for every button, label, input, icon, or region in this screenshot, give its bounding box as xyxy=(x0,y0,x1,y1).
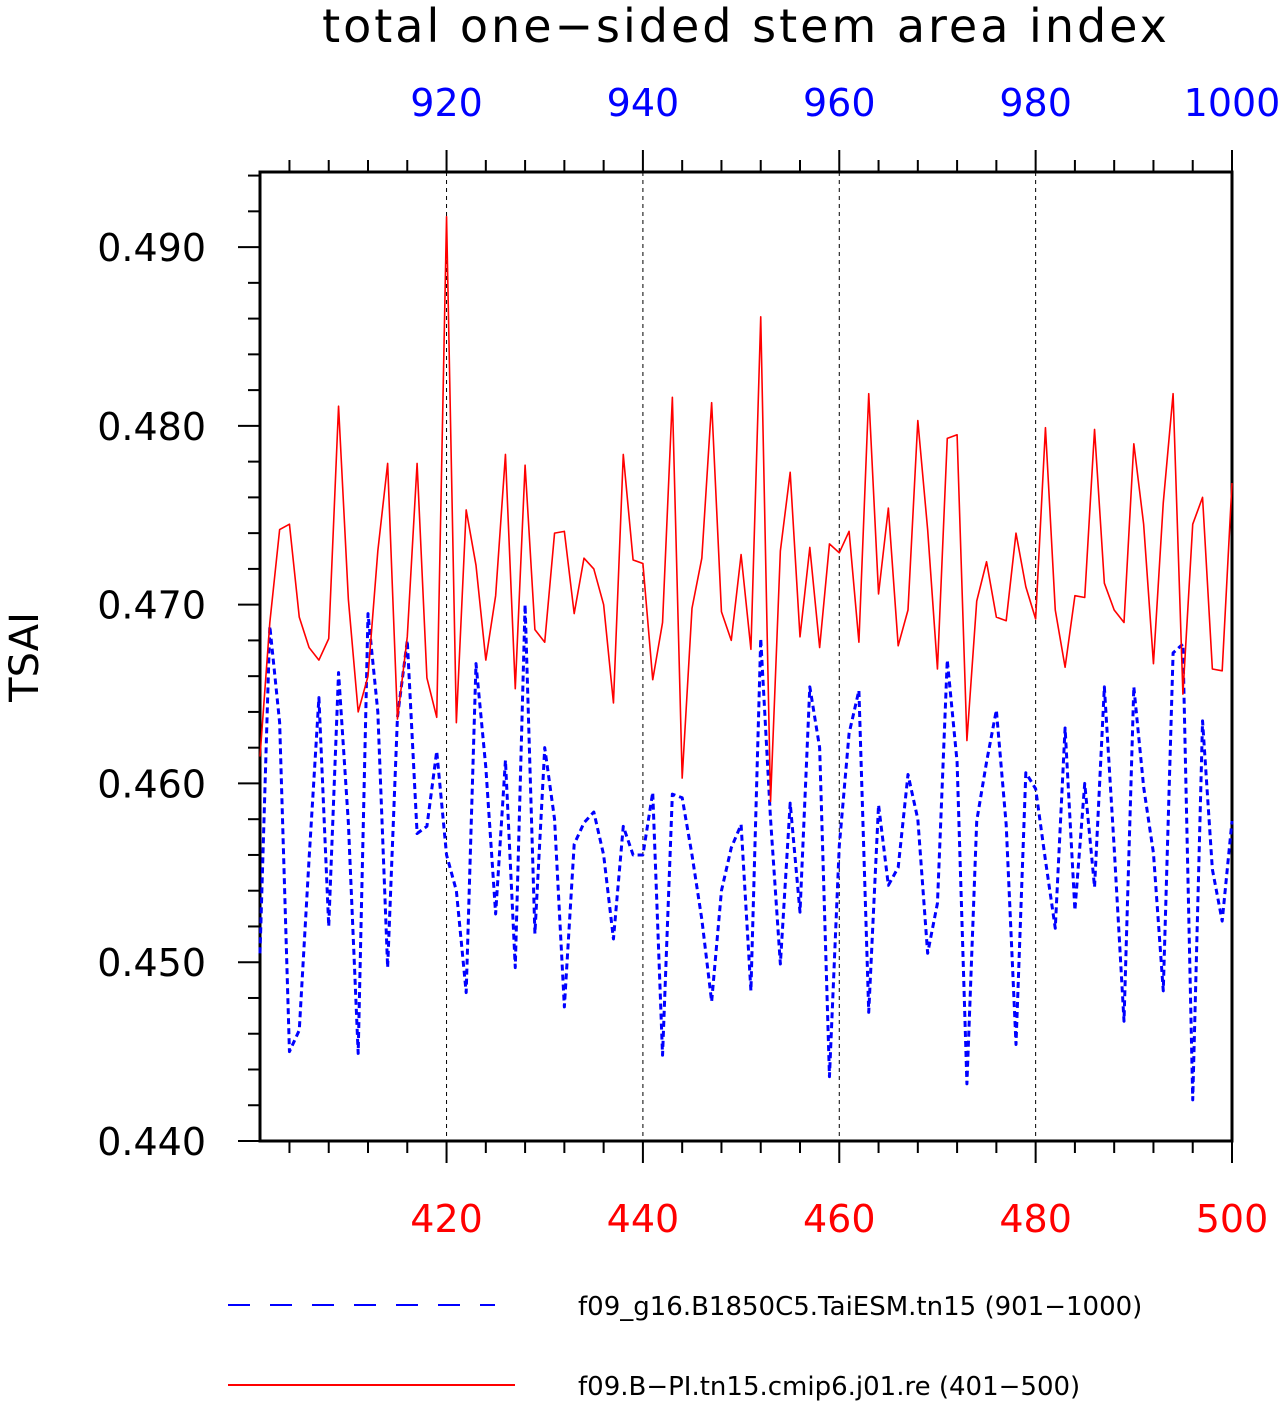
x-top-tick-label: 940 xyxy=(607,81,680,125)
legend: f09_g16.B1850C5.TaiESM.tn15 (901−1000) f… xyxy=(228,1292,1142,1402)
x-top-tick-label: 920 xyxy=(410,81,483,125)
y-tick-label: 0.440 xyxy=(97,1120,206,1164)
y-tick-label: 0.470 xyxy=(97,584,206,628)
tick-labels: 0.440 0.450 0.460 0.470 0.480 0.490 420 440 460 4… xyxy=(97,81,1280,1241)
y-tick-label: 0.460 xyxy=(97,762,206,806)
series-line-blue-dashed xyxy=(258,603,1234,1102)
y-tick-label: 0.490 xyxy=(97,226,206,270)
series-layer xyxy=(258,215,1234,1102)
x-bottom-tick-label: 480 xyxy=(999,1197,1072,1241)
plot-frame xyxy=(258,170,1234,1143)
y-axis-label: TSAI xyxy=(2,612,48,703)
y-tick-label: 0.450 xyxy=(97,941,206,985)
x-top-tick-label: 960 xyxy=(803,81,876,125)
x-top-tick-label: 980 xyxy=(999,81,1072,125)
axis-ticks xyxy=(238,150,1233,1163)
legend-label-red: f09.B−PI.tn15.cmip6.j01.re (401−500) xyxy=(578,1372,1080,1402)
series-line-red-solid xyxy=(259,215,1233,803)
x-bottom-tick-label: 440 xyxy=(607,1197,680,1241)
legend-label-blue: f09_g16.B1850C5.TaiESM.tn15 (901−1000) xyxy=(578,1292,1142,1322)
x-bottom-tick-label: 420 xyxy=(410,1197,483,1241)
y-tick-label: 0.480 xyxy=(97,405,206,449)
x-bottom-tick-label: 500 xyxy=(1196,1197,1269,1241)
x-top-tick-label: 1000 xyxy=(1184,81,1281,125)
gridlines xyxy=(446,172,1037,1141)
x-bottom-tick-label: 460 xyxy=(803,1197,876,1241)
chart-title: total one−sided stem area index xyxy=(322,0,1170,53)
